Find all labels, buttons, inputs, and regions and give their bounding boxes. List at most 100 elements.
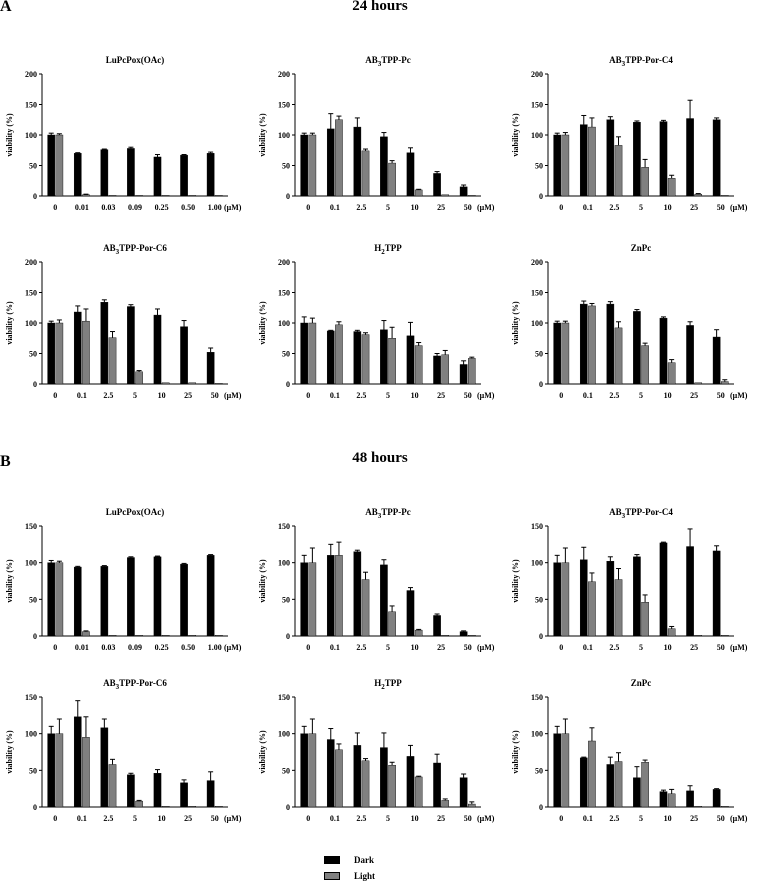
chart-1-xtick-label-50: 50 [464, 203, 472, 212]
chart-8-bar-dark-5 [633, 556, 641, 637]
chart-11-bar-light-10 [667, 793, 676, 808]
chart-10-unit-label: (μM) [477, 814, 495, 823]
chart-2-bar-light-2-5 [614, 145, 623, 197]
chart-7-bar-light-2-5 [361, 579, 370, 637]
chart-11-ytick-label-100: 100 [531, 730, 543, 739]
chart-0-xtick-label-0-50: 0.50 [181, 203, 195, 212]
chart-9-bar-light-2-5 [108, 764, 117, 808]
chart-5-bar-light-5 [641, 345, 649, 385]
chart-2-bar-light-5 [641, 167, 649, 197]
chart-7-unit-label: (μM) [477, 643, 495, 652]
chart-0-ylabel: viability (%) [5, 113, 14, 157]
chart-0-xtick-label-0: 0 [53, 203, 57, 212]
chart-b-ab3tpp-por-c6: AB3TPP-Por-C6 viability (%) 0 50 100 150 0 0.1 2… [0, 673, 253, 844]
chart-8-unit-label: (μM) [730, 643, 748, 652]
chart-6-ytick-label-50: 50 [29, 595, 37, 604]
chart-9-bar-light-0 [55, 733, 64, 808]
chart-5-xtick-label-0: 0 [559, 391, 563, 400]
chart-5-xtick-label-5: 5 [639, 391, 643, 400]
chart-5-ytick-label-0: 0 [539, 380, 543, 389]
chart-8-xtick-label-50: 50 [717, 643, 725, 652]
chart-9-bar-dark-2-5 [100, 727, 109, 808]
chart-4-ylabel: viability (%) [258, 301, 267, 345]
chart-7-bar-light-50 [468, 635, 476, 637]
chart-11-bar-light-5 [641, 762, 649, 808]
chart-6-bar-dark-1-00 [206, 555, 215, 637]
chart-9-bar-dark-25 [180, 782, 188, 808]
chart-3-ytick-label-200: 200 [25, 258, 37, 267]
chart-9-unit-label: (μM) [224, 814, 242, 823]
chart-11-ytick-label-150: 150 [531, 693, 543, 702]
chart-0-bar-light-1-00 [215, 195, 223, 197]
chart-4-bar-dark-10 [406, 335, 415, 385]
chart-6-xtick-label-0-01: 0.01 [75, 643, 89, 652]
chart-4-bar-dark-2-5 [353, 331, 362, 385]
chart-0-unit-label: (μM) [224, 203, 242, 212]
chart-2-ytick-label-100: 100 [531, 131, 543, 140]
chart-10-ylabel: viability (%) [258, 730, 267, 774]
chart-4-xtick-label-50: 50 [464, 391, 472, 400]
chart-10-ytick-label-50: 50 [282, 766, 290, 775]
chart-4-xtick-label-0-1: 0.1 [330, 391, 340, 400]
chart-4-ytick-label-100: 100 [278, 319, 290, 328]
chart-5-bar-light-50 [721, 381, 729, 385]
chart-10-title: H2TPP [374, 678, 402, 691]
chart-2-bar-dark-10 [659, 121, 668, 197]
chart-4-bar-dark-0 [300, 322, 308, 385]
chart-0-bar-dark-0-03 [100, 149, 109, 197]
chart-10-bar-dark-2-5 [353, 745, 362, 808]
chart-5-xtick-label-50: 50 [717, 391, 725, 400]
chart-2-xtick-label-50: 50 [717, 203, 725, 212]
chart-3-bar-light-2-5 [108, 337, 117, 385]
chart-5-xtick-label-25: 25 [690, 391, 698, 400]
chart-8-ylabel: viability (%) [511, 559, 520, 603]
chart-7-bar-dark-2-5 [353, 551, 362, 637]
chart-5-ytick-label-100: 100 [531, 319, 543, 328]
chart-8-xtick-label-2-5: 2.5 [609, 643, 619, 652]
chart-7-ylabel: viability (%) [258, 559, 267, 603]
chart-11-bar-light-2-5 [614, 761, 623, 808]
chart-10-xtick-label-0-1: 0.1 [330, 814, 340, 823]
chart-6-bar-light-0-09 [135, 635, 143, 637]
chart-4-xtick-label-10: 10 [411, 391, 419, 400]
chart-6-bar-light-1-00 [215, 635, 223, 637]
chart-9-bar-dark-5 [127, 774, 135, 808]
chart-0-xtick-label-1-00: 1.00 [208, 203, 222, 212]
chart-2-title: AB3TPP-Por-C4 [609, 55, 673, 68]
chart-2-xtick-label-5: 5 [639, 203, 643, 212]
chart-3-bar-dark-50 [206, 352, 215, 385]
chart-1-bar-dark-2-5 [353, 126, 362, 197]
chart-7-ytick-label-50: 50 [282, 595, 290, 604]
chart-3-bar-light-10 [161, 382, 170, 385]
chart-3-xtick-label-25: 25 [184, 391, 192, 400]
chart-0-ytick-label-150: 150 [25, 101, 37, 110]
chart-10-ytick-label-100: 100 [278, 730, 290, 739]
chart-1-bar-light-2-5 [361, 150, 370, 197]
chart-10-bar-light-25 [441, 800, 450, 808]
chart-9-xtick-label-10: 10 [158, 814, 166, 823]
chart-11-bar-dark-25 [686, 790, 694, 808]
chart-9-ylabel: viability (%) [5, 730, 14, 774]
chart-5-ylabel: viability (%) [511, 301, 520, 345]
chart-0-ytick-label-200: 200 [25, 70, 37, 79]
chart-9-bar-dark-10 [153, 773, 162, 808]
chart-8-bar-dark-0-1 [579, 559, 588, 637]
chart-1-ylabel: viability (%) [258, 113, 267, 157]
chart-8-bar-light-0 [561, 562, 570, 637]
chart-3-unit-label: (μM) [224, 391, 242, 400]
chart-0-xtick-label-0-09: 0.09 [128, 203, 142, 212]
chart-9-bar-light-0-1 [82, 737, 90, 808]
chart-6-unit-label: (μM) [224, 643, 242, 652]
chart-6-xtick-label-0-03: 0.03 [101, 643, 115, 652]
chart-8-bar-light-2-5 [614, 579, 623, 637]
chart-7-xtick-label-25: 25 [437, 643, 445, 652]
panel-label-a: A [0, 0, 12, 15]
chart-6-bar-dark-0-01 [73, 566, 82, 637]
chart-9-bar-light-5 [135, 800, 143, 808]
chart-3-bar-light-0 [55, 322, 64, 385]
chart-2-xtick-label-0: 0 [559, 203, 563, 212]
chart-svg-3: AB3TPP-Por-C6 viability (%) 0 50 100 150 200 0 0… [5, 243, 242, 400]
chart-7-bar-light-10 [414, 629, 423, 637]
chart-svg-11: ZnPc viability (%) 0 50 100 150 0 0.1 2.5 5 10 25 50… [511, 678, 748, 823]
chart-0-bar-dark-0-50 [180, 154, 188, 197]
